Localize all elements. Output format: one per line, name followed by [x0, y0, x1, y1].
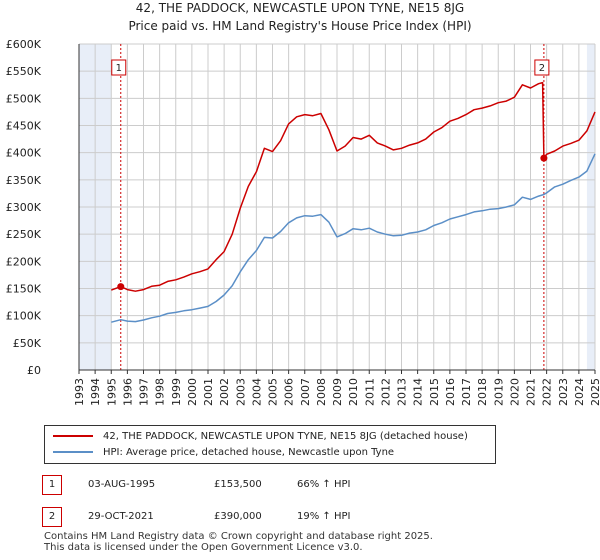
- x-tick-label: 2012: [379, 378, 392, 406]
- legend-swatch-hpi: [53, 451, 93, 453]
- x-tick-label: 2008: [315, 378, 328, 406]
- x-tick-label: 1993: [73, 378, 86, 406]
- y-tick-label: £300K: [6, 201, 42, 214]
- x-tick-label: 2015: [428, 378, 441, 406]
- y-tick-label: £0: [27, 364, 41, 377]
- price-chart: £0 £50K £100K £150K £200K £250K £300K £350K £400…: [6, 38, 600, 406]
- x-tick-label: 1999: [170, 378, 183, 406]
- sale-number-badge: 2: [42, 507, 62, 527]
- x-tick-label: 2020: [508, 378, 521, 406]
- x-tick-label: 2024: [573, 378, 586, 406]
- x-tick-label: 2011: [363, 378, 376, 406]
- sale-annotation-label: 1: [116, 63, 122, 74]
- x-tick-label: 1997: [138, 378, 151, 406]
- sale-row: 1 03-AUG-1995 £153,500 66% ↑ HPI: [42, 475, 562, 495]
- x-tick-label: 2005: [267, 378, 280, 406]
- x-tick-label: 2013: [396, 378, 409, 406]
- legend-label-property: 42, THE PADDOCK, NEWCASTLE UPON TYNE, NE…: [103, 430, 468, 442]
- sale-row: 2 29-OCT-2021 £390,000 19% ↑ HPI: [42, 507, 562, 527]
- footer-licence: This data is licensed under the Open Gov…: [44, 542, 363, 553]
- property-price-line: [111, 81, 596, 292]
- y-tick-label: £200K: [6, 255, 42, 268]
- sale-date: 29-OCT-2021: [88, 511, 154, 522]
- footer-copyright: Contains HM Land Registry data © Crown c…: [44, 531, 433, 542]
- x-tick-label: 2023: [557, 378, 570, 406]
- x-tick-label: 1994: [89, 378, 102, 406]
- x-tick-label: 2018: [476, 378, 489, 406]
- axes: £0 £50K £100K £150K £200K £250K £300K £350K £400…: [6, 38, 600, 406]
- y-tick-label: £350K: [6, 174, 42, 187]
- chart-subtitle: Price paid vs. HM Land Registry's House …: [128, 19, 472, 33]
- y-tick-label: £550K: [6, 65, 42, 78]
- x-tick-label: 2010: [347, 378, 360, 406]
- x-tick-label: 2022: [541, 378, 554, 406]
- sale-price: £390,000: [214, 511, 262, 522]
- y-tick-label: £450K: [6, 120, 42, 133]
- legend-item-property: 42, THE PADDOCK, NEWCASTLE UPON TYNE, NE…: [53, 429, 468, 443]
- x-tick-label: 2014: [412, 378, 425, 406]
- y-tick-label: £500K: [6, 92, 42, 105]
- chart-title: 42, THE PADDOCK, NEWCASTLE UPON TYNE, NE…: [135, 1, 465, 15]
- sale-annotation-box: [534, 59, 550, 76]
- x-tick-label: 2021: [525, 378, 538, 406]
- y-tick-label: £400K: [6, 147, 42, 160]
- x-tick-label: 2016: [444, 378, 457, 406]
- x-tick-label: 2009: [331, 378, 344, 406]
- sale-hpi-change: 66% ↑ HPI: [297, 479, 351, 490]
- sale-hpi-change: 19% ↑ HPI: [297, 511, 351, 522]
- sale-annotation-box: [111, 59, 127, 76]
- legend-item-hpi: HPI: Average price, detached house, Newc…: [53, 445, 394, 459]
- x-tick-label: 2000: [186, 378, 199, 406]
- hpi-line: [111, 153, 596, 323]
- x-tick-label: 2019: [492, 378, 505, 406]
- legend-label-hpi: HPI: Average price, detached house, Newc…: [103, 446, 395, 458]
- series-lines: [111, 81, 596, 323]
- sale-points: [117, 154, 548, 291]
- x-tick-label: 2001: [202, 378, 215, 406]
- sale-point: [117, 283, 125, 291]
- x-tick-label: 2025: [589, 378, 600, 406]
- x-tick-label: 2004: [250, 378, 263, 406]
- x-tick-label: 1996: [121, 378, 134, 406]
- x-tick-label: 2007: [299, 378, 312, 406]
- sale-point: [540, 154, 548, 162]
- sale-date: 03-AUG-1995: [88, 479, 156, 490]
- x-tick-label: 2003: [234, 378, 247, 406]
- x-tick-label: 2006: [283, 378, 296, 406]
- x-tick-label: 1995: [105, 378, 118, 406]
- y-tick-label: £250K: [6, 228, 42, 241]
- y-tick-label: £100K: [6, 310, 42, 323]
- y-tick-label: £50K: [13, 337, 42, 350]
- x-tick-label: 2017: [460, 378, 473, 406]
- x-tick-label: 2002: [218, 378, 231, 406]
- sale-number-badge: 1: [42, 475, 62, 495]
- sale-annotation-label: 2: [539, 63, 545, 74]
- footer: Contains HM Land Registry data © Crown c…: [44, 531, 433, 553]
- x-tick-label: 1998: [154, 378, 167, 406]
- y-tick-label: £600K: [6, 38, 42, 51]
- y-tick-label: £150K: [6, 283, 42, 296]
- legend-swatch-property: [53, 435, 93, 437]
- sale-price: £153,500: [214, 479, 262, 490]
- legend: 42, THE PADDOCK, NEWCASTLE UPON TYNE, NE…: [44, 425, 496, 464]
